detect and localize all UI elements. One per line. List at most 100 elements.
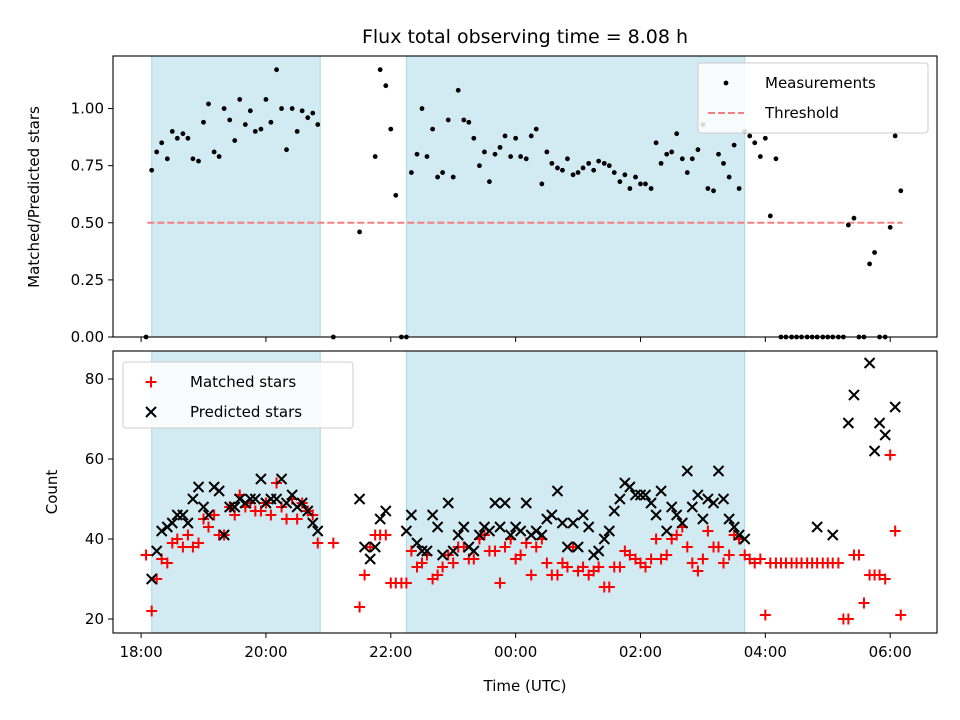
data-point <box>655 553 667 565</box>
data-point <box>560 167 565 173</box>
data-point <box>707 497 720 509</box>
data-point <box>544 149 550 155</box>
data-point <box>679 156 685 162</box>
data-point <box>671 529 683 541</box>
data-point <box>702 493 714 505</box>
data-point <box>310 110 316 116</box>
data-point <box>471 135 477 141</box>
data-point <box>197 501 210 513</box>
data-point <box>208 509 220 521</box>
data-point <box>166 517 179 529</box>
x-tick-label: 06:00 <box>869 643 912 661</box>
data-point <box>658 160 664 166</box>
data-point <box>551 569 563 581</box>
data-point <box>218 529 230 541</box>
data-point <box>353 493 366 505</box>
data-point <box>528 133 534 139</box>
data-point <box>661 549 673 561</box>
data-point <box>229 501 241 513</box>
data-point <box>380 505 392 517</box>
data-point <box>274 67 279 73</box>
data-point <box>650 533 662 545</box>
data-point <box>539 181 545 187</box>
data-point <box>842 417 855 429</box>
data-point <box>549 160 555 166</box>
data-point <box>440 170 445 175</box>
data-point <box>289 106 295 111</box>
data-point <box>598 533 610 545</box>
legend-label: Measurements <box>765 74 876 92</box>
legend: Measurements Threshold <box>697 62 929 134</box>
data-point <box>302 505 314 517</box>
legend: Matched stars Predicted stars <box>122 361 354 429</box>
legend-label: Threshold <box>764 104 839 122</box>
data-point <box>468 553 480 565</box>
data-point <box>638 181 643 187</box>
data-point <box>749 557 761 569</box>
data-point <box>312 537 324 549</box>
data-point <box>305 115 311 121</box>
data-point <box>294 128 300 134</box>
data-point <box>185 135 191 141</box>
x-tick-label: 04:00 <box>744 643 787 661</box>
data-point <box>419 106 425 111</box>
axes-frame <box>112 55 938 338</box>
observing-window-2 <box>405 55 746 338</box>
data-point <box>645 497 657 509</box>
data-point <box>555 165 560 171</box>
data-point <box>187 493 199 505</box>
data-point <box>681 541 693 553</box>
data-point <box>265 509 277 521</box>
data-point <box>247 108 253 114</box>
data-point <box>736 186 742 191</box>
data-point <box>653 140 659 146</box>
data-point <box>520 497 532 509</box>
data-point <box>193 537 205 549</box>
y-tick-label: 0.75 <box>71 157 104 175</box>
data-point <box>591 167 597 173</box>
data-point <box>842 613 854 625</box>
data-point <box>242 122 248 127</box>
data-point <box>525 569 537 581</box>
data-point <box>676 517 689 529</box>
data-point <box>530 541 542 553</box>
data-point <box>692 489 704 501</box>
data-point <box>473 529 486 541</box>
data-point <box>603 581 615 593</box>
data-point <box>514 525 527 537</box>
data-point <box>596 158 602 164</box>
data-point <box>280 497 293 509</box>
data-point <box>458 521 470 533</box>
data-point <box>874 569 886 581</box>
data-point <box>483 525 496 537</box>
data-point <box>762 135 768 141</box>
data-point <box>617 179 623 185</box>
data-point <box>258 126 264 132</box>
data-point <box>889 401 901 413</box>
data-point <box>150 545 163 557</box>
data-point <box>726 174 732 180</box>
data-point <box>754 553 766 565</box>
data-point <box>627 186 633 191</box>
data-point <box>705 186 711 191</box>
data-point <box>447 557 459 569</box>
data-point <box>577 509 589 521</box>
data-point <box>447 545 459 557</box>
data-point <box>739 533 751 545</box>
data-point <box>608 505 620 517</box>
data-point <box>393 192 399 198</box>
data-point <box>426 509 439 521</box>
data-point <box>284 147 289 153</box>
legend-label: Predicted stars <box>190 403 302 421</box>
data-point <box>164 156 170 162</box>
top-panel: 0.00 0.25 0.50 0.75 1.00 Measurements Threshol… <box>71 55 938 346</box>
data-point <box>477 163 482 169</box>
data-point <box>206 101 211 107</box>
data-point <box>879 573 891 585</box>
data-point <box>372 154 378 159</box>
data-point <box>718 557 730 569</box>
data-point <box>224 501 236 513</box>
data-point <box>728 521 740 533</box>
data-point <box>561 561 573 573</box>
